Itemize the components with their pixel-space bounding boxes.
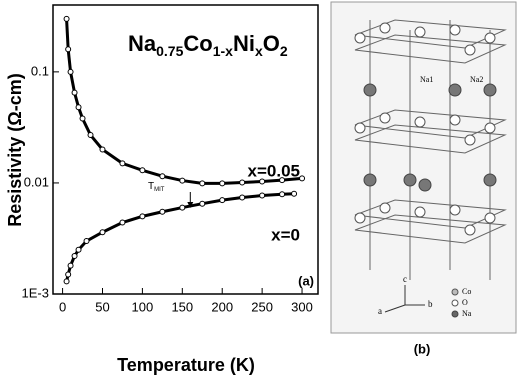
data-point (79, 115, 86, 122)
legend-o (451, 299, 459, 307)
formula-part: O (263, 31, 280, 56)
y-axis-label: Resistivity (Ω-cm) (5, 73, 25, 226)
data-point (67, 68, 74, 75)
legend-na (451, 310, 459, 318)
oxygen-atoms (354, 22, 496, 236)
formula-part: T (148, 181, 154, 192)
data-point (259, 192, 266, 199)
data-point (179, 177, 186, 184)
subscript: MIT (154, 187, 165, 193)
data-point (119, 219, 126, 226)
structure-label: Na (462, 309, 472, 318)
data-point (99, 229, 106, 236)
sodium-atoms (363, 83, 497, 192)
data-point (159, 173, 166, 180)
subscript: 1-x (213, 43, 233, 59)
axes-arrows (384, 285, 425, 313)
data-point (279, 177, 286, 184)
x-axis-label: Temperature (K) (117, 355, 255, 375)
formula-part: Co (183, 31, 212, 56)
x-tick-label: 0 (59, 299, 66, 314)
structure-label: Co (462, 287, 471, 296)
structure-frame (330, 1, 517, 334)
subscript: 2 (280, 43, 288, 59)
data-point (199, 180, 206, 187)
data-point (83, 238, 90, 245)
y-tick-label: 1E-3 (22, 285, 49, 300)
data-point (219, 180, 226, 187)
x-tick-label: 150 (171, 299, 193, 314)
data-point (279, 191, 286, 198)
data-point (139, 167, 146, 174)
data-point (139, 213, 146, 220)
formula-part: Ni (233, 31, 255, 56)
data-point (291, 190, 298, 197)
series-label: x=0.05 (248, 161, 300, 180)
data-point (179, 204, 186, 211)
series-label: x=0 (271, 225, 300, 244)
structure-label: Na1 (420, 75, 433, 84)
data-point (71, 89, 78, 96)
x-tick-label: 300 (291, 299, 313, 314)
x-tick-label: 250 (251, 299, 273, 314)
y-tick-label: 0.1 (31, 63, 49, 78)
formula-title: Na0.75Co1-xNixO2 (128, 31, 288, 59)
data-point (71, 252, 78, 259)
panel-b: (b) (414, 341, 431, 356)
formula-part: Na (128, 31, 157, 56)
y-tick-label: 0.01 (24, 174, 49, 189)
structure-label: a (378, 306, 382, 316)
x-tick-label: 100 (132, 299, 154, 314)
structure-panel: Na1 Na2 c a b Co O Na (330, 1, 517, 334)
data-point (75, 246, 82, 253)
data-point (239, 179, 246, 186)
data-point (159, 208, 166, 215)
structure-label: Na2 (470, 75, 483, 84)
data-point (65, 271, 72, 278)
plot-frame (52, 4, 319, 295)
data-point (87, 132, 94, 139)
structure-label: b (428, 299, 433, 309)
data-point (239, 194, 246, 201)
data-point (119, 160, 126, 167)
structure-label: O (462, 298, 468, 307)
data-point (75, 104, 82, 111)
data-point (67, 262, 74, 269)
data-point (65, 46, 72, 53)
tmit-label: TMIT (148, 181, 165, 193)
data-point (99, 146, 106, 153)
data-point (299, 175, 306, 182)
subscript: x (255, 43, 263, 59)
subscript: 0.75 (156, 43, 183, 59)
x-tick-label: 50 (95, 299, 109, 314)
panel-a: (a) (298, 273, 314, 288)
data-point (259, 178, 266, 185)
data-point (219, 197, 226, 204)
structure-lattice (354, 19, 507, 280)
structure-label: c (403, 274, 407, 284)
x-tick-label: 200 (211, 299, 233, 314)
data-point (199, 200, 206, 207)
series-line (65, 18, 303, 185)
legend-co (451, 288, 459, 296)
data-point (63, 15, 70, 22)
data-point (63, 278, 70, 285)
